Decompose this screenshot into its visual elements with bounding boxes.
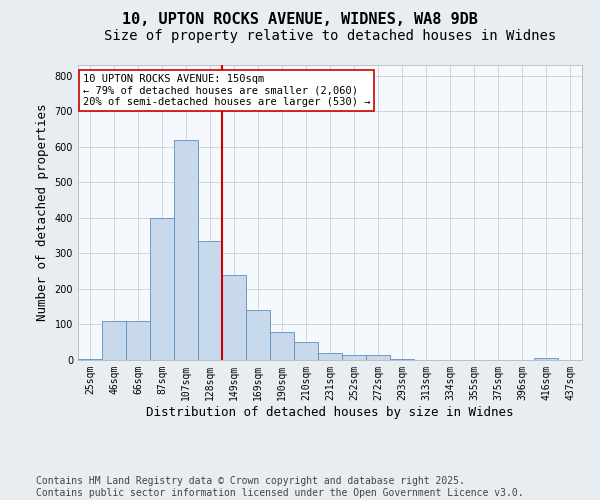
- Bar: [294, 342, 318, 360]
- Title: Size of property relative to detached houses in Widnes: Size of property relative to detached ho…: [104, 29, 556, 43]
- Bar: [78, 359, 102, 360]
- X-axis label: Distribution of detached houses by size in Widnes: Distribution of detached houses by size …: [146, 406, 514, 418]
- Bar: [318, 353, 342, 360]
- Y-axis label: Number of detached properties: Number of detached properties: [36, 104, 49, 322]
- Bar: [102, 321, 126, 360]
- Text: 10, UPTON ROCKS AVENUE, WIDNES, WA8 9DB: 10, UPTON ROCKS AVENUE, WIDNES, WA8 9DB: [122, 12, 478, 28]
- Bar: [222, 274, 246, 360]
- Bar: [174, 140, 198, 360]
- Bar: [534, 358, 558, 360]
- Bar: [126, 321, 150, 360]
- Bar: [150, 218, 174, 360]
- Text: 10 UPTON ROCKS AVENUE: 150sqm
← 79% of detached houses are smaller (2,060)
20% o: 10 UPTON ROCKS AVENUE: 150sqm ← 79% of d…: [83, 74, 371, 107]
- Bar: [270, 332, 294, 360]
- Bar: [390, 359, 414, 360]
- Bar: [342, 356, 366, 360]
- Bar: [246, 310, 270, 360]
- Bar: [198, 241, 222, 360]
- Text: Contains HM Land Registry data © Crown copyright and database right 2025.
Contai: Contains HM Land Registry data © Crown c…: [36, 476, 524, 498]
- Bar: [366, 356, 390, 360]
